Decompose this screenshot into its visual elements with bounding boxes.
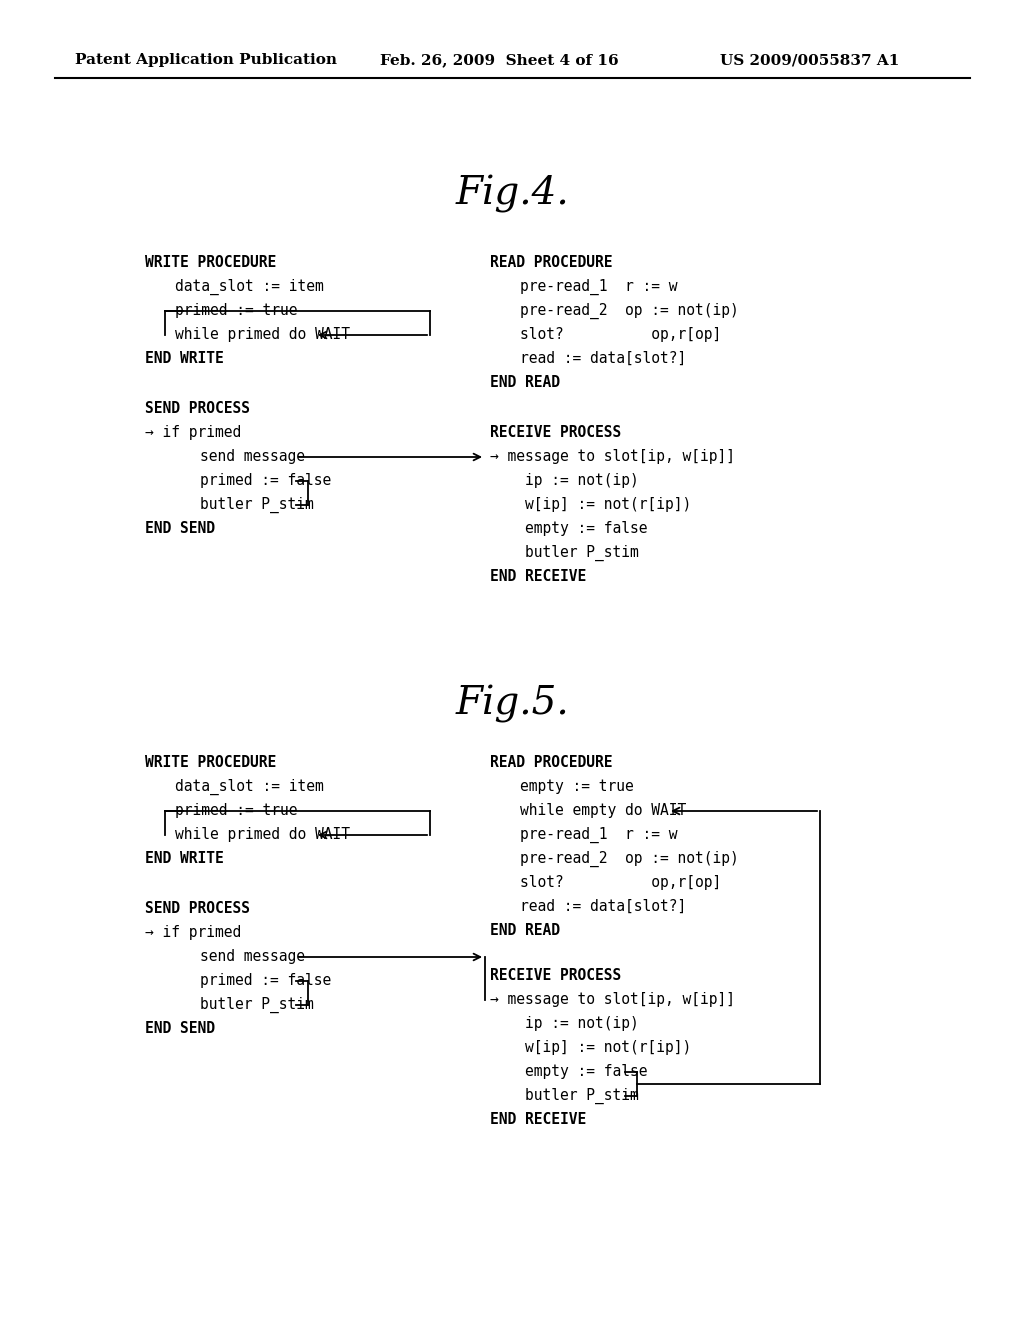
Text: empty := false: empty := false [525, 521, 647, 536]
Text: Fig.4.: Fig.4. [455, 176, 569, 213]
Text: slot?          op,r[op]: slot? op,r[op] [520, 327, 721, 342]
Text: pre-read_2  op := not(ip): pre-read_2 op := not(ip) [520, 304, 738, 319]
Text: butler P_stim: butler P_stim [525, 1088, 639, 1105]
Text: while primed do WAIT: while primed do WAIT [175, 828, 350, 842]
Text: while empty do WAIT: while empty do WAIT [520, 803, 686, 818]
Text: ip := not(ip): ip := not(ip) [525, 473, 639, 488]
Text: END READ: END READ [490, 923, 560, 939]
Text: read := data[slot?]: read := data[slot?] [520, 899, 686, 913]
Text: Feb. 26, 2009  Sheet 4 of 16: Feb. 26, 2009 Sheet 4 of 16 [380, 53, 618, 67]
Text: SEND PROCESS: SEND PROCESS [145, 401, 250, 416]
Text: → message to slot[ip, w[ip]]: → message to slot[ip, w[ip]] [490, 993, 735, 1007]
Text: → message to slot[ip, w[ip]]: → message to slot[ip, w[ip]] [490, 449, 735, 465]
Text: RECEIVE PROCESS: RECEIVE PROCESS [490, 425, 622, 440]
Text: w[ip] := not(r[ip]): w[ip] := not(r[ip]) [525, 498, 691, 512]
Text: primed := true: primed := true [175, 803, 298, 818]
Text: END RECEIVE: END RECEIVE [490, 569, 587, 583]
Text: empty := false: empty := false [525, 1064, 647, 1078]
Text: butler P_stim: butler P_stim [200, 498, 313, 513]
Text: read := data[slot?]: read := data[slot?] [520, 351, 686, 366]
Text: Fig.5.: Fig.5. [455, 685, 569, 723]
Text: READ PROCEDURE: READ PROCEDURE [490, 755, 612, 770]
Text: END READ: END READ [490, 375, 560, 389]
Text: → if primed: → if primed [145, 925, 242, 940]
Text: while primed do WAIT: while primed do WAIT [175, 327, 350, 342]
Text: pre-read_1  r := w: pre-read_1 r := w [520, 279, 678, 296]
Text: pre-read_1  r := w: pre-read_1 r := w [520, 828, 678, 843]
Text: butler P_stim: butler P_stim [525, 545, 639, 561]
Text: pre-read_2  op := not(ip): pre-read_2 op := not(ip) [520, 851, 738, 867]
Text: US 2009/0055837 A1: US 2009/0055837 A1 [720, 53, 899, 67]
Text: END SEND: END SEND [145, 1020, 215, 1036]
Text: END WRITE: END WRITE [145, 851, 224, 866]
Text: w[ip] := not(r[ip]): w[ip] := not(r[ip]) [525, 1040, 691, 1055]
Text: data_slot := item: data_slot := item [175, 779, 324, 795]
Text: primed := false: primed := false [200, 973, 331, 987]
Text: READ PROCEDURE: READ PROCEDURE [490, 255, 612, 271]
Text: send message: send message [200, 949, 305, 964]
Text: empty := true: empty := true [520, 779, 634, 795]
Text: Patent Application Publication: Patent Application Publication [75, 53, 337, 67]
Text: send message: send message [200, 449, 305, 465]
Text: END SEND: END SEND [145, 521, 215, 536]
Text: RECEIVE PROCESS: RECEIVE PROCESS [490, 968, 622, 983]
Text: butler P_stim: butler P_stim [200, 997, 313, 1014]
Text: WRITE PROCEDURE: WRITE PROCEDURE [145, 255, 276, 271]
Text: slot?          op,r[op]: slot? op,r[op] [520, 875, 721, 890]
Text: primed := false: primed := false [200, 473, 331, 488]
Text: primed := true: primed := true [175, 304, 298, 318]
Text: ip := not(ip): ip := not(ip) [525, 1016, 639, 1031]
Text: → if primed: → if primed [145, 425, 242, 440]
Text: END RECEIVE: END RECEIVE [490, 1111, 587, 1127]
Text: WRITE PROCEDURE: WRITE PROCEDURE [145, 755, 276, 770]
Text: END WRITE: END WRITE [145, 351, 224, 366]
Text: data_slot := item: data_slot := item [175, 279, 324, 296]
Text: SEND PROCESS: SEND PROCESS [145, 902, 250, 916]
